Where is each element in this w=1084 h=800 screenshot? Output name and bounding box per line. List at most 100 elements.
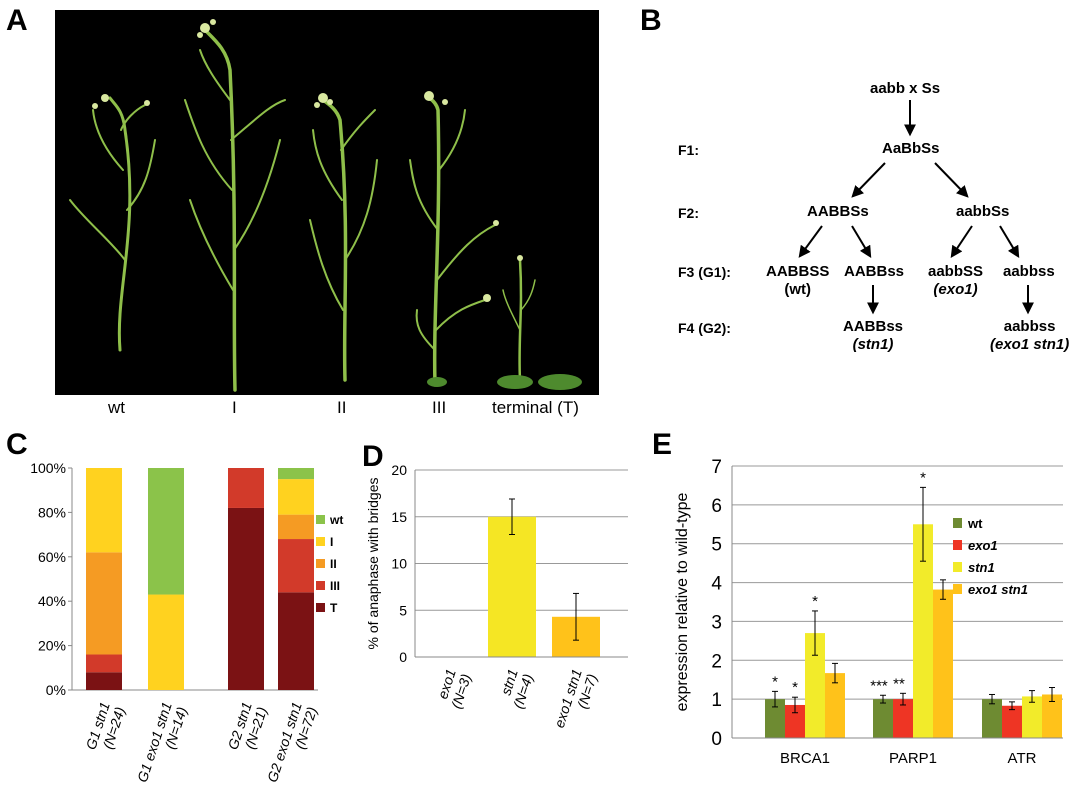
plant-label-wt: wt: [108, 398, 125, 417]
e-bar: [1042, 694, 1062, 738]
cross-arrows: [798, 100, 1034, 315]
cross-g1-d: aabbss: [1003, 263, 1055, 280]
d-category-label: exo1(N=3): [433, 667, 474, 711]
cross-g1-a: AABBSS (wt): [766, 263, 829, 299]
c-legend-swatch: [316, 537, 325, 546]
d-category-label: stn1(N=4): [495, 667, 536, 711]
chart-d: 0 5 10 15 20 % of anaphase with bridges exo1(N…: [365, 462, 628, 735]
panel-label-c: C: [6, 428, 28, 461]
cross-f1: AaBbSs: [882, 140, 940, 157]
plant-label-ii: II: [337, 398, 347, 417]
e-legend-label: wt: [967, 516, 983, 531]
c-bar-segment: [278, 514, 314, 540]
c-bar-segment: [148, 594, 184, 690]
e-bar: [785, 704, 805, 738]
e-significance-mark: **: [893, 675, 905, 692]
d-bar: [488, 516, 536, 657]
plant-label-terminal: terminal (T): [492, 398, 579, 417]
cross-f2-right: aabbSs: [956, 203, 1010, 220]
c-bar-segment: [86, 654, 122, 673]
c-ytick-label: 40%: [38, 593, 66, 609]
e-category-label: BRCA1: [780, 750, 830, 767]
cross-g1-c-genotype: aabbSS: [928, 263, 984, 280]
gen-label-f3: F3 (G1):: [678, 264, 731, 280]
e-bar: [933, 589, 953, 738]
plant-label-iii: III: [432, 398, 447, 417]
arrow-f2left-g1b: [851, 225, 872, 259]
e-legend-swatch: [953, 540, 962, 550]
cross-g2-b-label: (exo1 stn1): [990, 336, 1070, 353]
c-category-label: G2 exo1 stn1(N=72): [264, 700, 320, 789]
panel-label-a: A: [6, 4, 28, 37]
plant-illustration: [69, 19, 582, 392]
c-category-label: G1 exo1 stn1(N=14): [134, 700, 190, 789]
arrow-f1-f2left: [851, 162, 886, 198]
c-ytick-label: 100%: [30, 460, 66, 476]
e-bar: [913, 524, 933, 738]
e-legend-label: stn1: [968, 560, 995, 575]
d-category-label: exo1 stn1(N=7): [551, 667, 600, 735]
e-bar: [1002, 705, 1022, 738]
c-category-label: G1 stn1(N=24): [82, 700, 128, 757]
arrow-f2left-g1a: [798, 225, 823, 258]
c-legend-label: wt: [329, 513, 343, 527]
c-ytick-label: 60%: [38, 549, 66, 565]
c-bar-segment: [278, 539, 314, 593]
d-ytick-label: 15: [391, 509, 407, 525]
c-legend-label: T: [330, 601, 338, 615]
c-bar-segment: [278, 468, 314, 480]
e-significance-mark: ***: [870, 677, 888, 694]
c-bar-segment: [86, 552, 122, 655]
c-bar-segment: [148, 468, 184, 595]
c-bar-segment: [278, 479, 314, 515]
e-legend-label: exo1 stn1: [968, 582, 1028, 597]
c-bar-segment: [86, 468, 122, 553]
c-legend-label: II: [330, 557, 337, 571]
gen-label-f4: F4 (G2):: [678, 320, 731, 336]
c-legend-swatch: [316, 515, 325, 524]
cross-g1-c: aabbSS (exo1): [928, 263, 983, 299]
c-legend-swatch: [316, 581, 325, 590]
gen-label-f1: F1:: [678, 142, 699, 158]
panel-label-d: D: [362, 440, 384, 473]
e-ytick-label: 0: [711, 729, 722, 750]
e-significance-mark: *: [920, 469, 926, 486]
d-ytick-label: 5: [399, 602, 407, 618]
e-significance-mark: *: [812, 593, 818, 610]
c-ytick-label: 20%: [38, 638, 66, 654]
c-bar-segment: [278, 592, 314, 690]
cross-g2-a: AABBss (stn1): [843, 318, 903, 354]
c-legend-label: I: [330, 535, 333, 549]
c-ytick-label: 0%: [46, 682, 66, 698]
cross-g2-b-genotype: aabbss: [1003, 318, 1056, 335]
e-legend-swatch: [953, 562, 962, 572]
e-ytick-label: 6: [711, 496, 722, 517]
panel-label-b: B: [640, 4, 662, 37]
cross-g1-b: AABBss: [844, 263, 905, 280]
e-bar: [825, 673, 845, 738]
e-category-label: PARP1: [889, 750, 937, 767]
panel-label-e: E: [652, 428, 673, 461]
e-bar: [893, 699, 913, 738]
cross-g1-a-label: (wt): [784, 281, 811, 298]
d-ytick-label: 20: [391, 462, 407, 478]
e-bar: [765, 699, 785, 738]
c-bar-segment: [228, 507, 264, 690]
d-ytick-label: 0: [399, 649, 407, 665]
e-ytick-label: 3: [711, 612, 722, 633]
cross-g2-b: aabbss (exo1 stn1): [990, 318, 1069, 354]
e-y-axis-title: expression relative to wild-type: [674, 493, 691, 712]
cross-g2-a-genotype: AABBss: [843, 318, 904, 335]
cross-parents: aabb x Ss: [870, 80, 941, 97]
e-ytick-label: 2: [711, 651, 722, 672]
cross-g2-a-label: (stn1): [852, 336, 894, 353]
e-ytick-label: 5: [711, 535, 722, 556]
e-ytick-label: 7: [711, 457, 722, 478]
e-bar: [873, 699, 893, 738]
e-legend-label: exo1: [968, 538, 998, 553]
chart-e: 0 1 2 3 4 5 6 7 expression relative to wild-type…: [674, 457, 1063, 767]
chart-c: 0% 20% 40% 60% 80% 100% G1 stn1(N=24) G1 exo1 s…: [30, 460, 343, 789]
c-legend-swatch: [316, 559, 325, 568]
arrow-f2right-g1c: [950, 225, 973, 258]
e-significance-mark: *: [792, 679, 798, 696]
